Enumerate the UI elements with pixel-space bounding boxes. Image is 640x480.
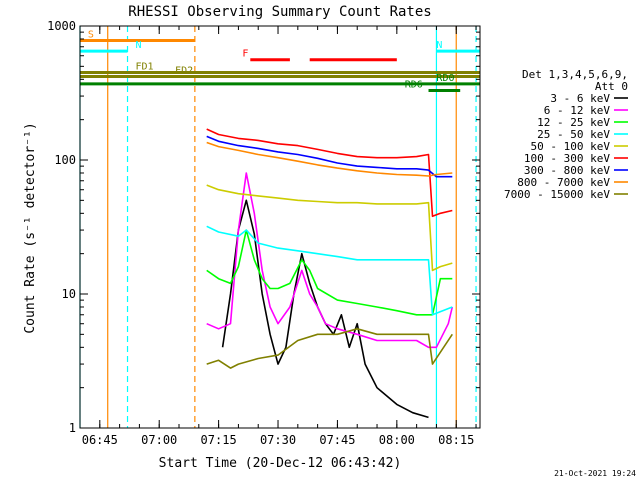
x-tick-label-1: 06:45 <box>82 433 118 447</box>
legend-label-9: 7000 - 15000 keV <box>504 188 610 201</box>
legend-label-4: 25 - 50 keV <box>537 128 610 141</box>
flag-bar-layer: S N N F FD1 FD2 RD0 RD6 <box>80 29 480 93</box>
legend-label-2: 6 - 12 keV <box>544 104 611 117</box>
x-tick-label-4: 07:30 <box>260 433 296 447</box>
axes-layer: 06:45 07:00 07:15 07:30 07:45 08:00 08:15 1 10 10… <box>47 19 481 447</box>
flag-label-4: F <box>242 49 248 60</box>
legend-header-2: Att 0 <box>595 80 628 93</box>
legend-label-7: 300 - 800 keV <box>524 164 610 177</box>
series-line-7 <box>206 135 453 178</box>
flag-label-1: S <box>88 29 94 40</box>
legend-label-3: 12 - 25 keV <box>537 116 610 129</box>
y-tick-label-2: 10 <box>62 287 76 301</box>
series-line-2 <box>206 172 454 349</box>
x-tick-label-2: 07:00 <box>141 433 177 447</box>
series-line-6 <box>206 128 453 218</box>
series-line-8 <box>206 141 453 177</box>
flag-label-2: N <box>135 40 141 51</box>
series-layer <box>206 128 454 419</box>
x-tick-label-3: 07:15 <box>201 433 237 447</box>
flag-label-8: RD0 <box>436 73 454 84</box>
x-tick-label-7: 08:15 <box>438 433 474 447</box>
series-line-5 <box>206 184 453 272</box>
flag-label-6: FD1 <box>135 61 153 72</box>
series-line-9 <box>206 328 453 369</box>
flag-label-7: FD2 <box>175 65 193 76</box>
flag-label-3: N <box>436 40 442 51</box>
generation-timestamp: 21-Oct-2021 19:24 <box>554 469 636 478</box>
flag-label-9: RD6 <box>405 80 423 91</box>
legend-label-6: 100 - 300 keV <box>524 152 610 165</box>
legend-label-1: 3 - 6 keV <box>550 92 610 105</box>
x-tick-label-6: 08:00 <box>379 433 415 447</box>
y-tick-label-3: 100 <box>54 153 76 167</box>
series-line-1 <box>221 199 429 419</box>
legend-label-8: 800 - 7000 keV <box>517 176 610 189</box>
legend-label-5: 50 - 100 keV <box>531 140 611 153</box>
x-tick-label-5: 07:45 <box>319 433 355 447</box>
series-line-3 <box>206 229 453 316</box>
y-tick-label-1: 1 <box>69 421 76 435</box>
y-tick-label-4: 1000 <box>47 19 76 33</box>
legend-header-1: Det 1,3,4,5,6,9, <box>522 68 628 81</box>
series-line-4 <box>206 225 453 316</box>
y-axis-label: Count Rate (s⁻¹ detector⁻¹) <box>23 122 38 333</box>
chart-title: RHESSI Observing Summary Count Rates <box>128 4 431 20</box>
x-axis-label: Start Time (20-Dec-12 06:43:42) <box>159 456 402 471</box>
plot-frame <box>79 25 481 429</box>
